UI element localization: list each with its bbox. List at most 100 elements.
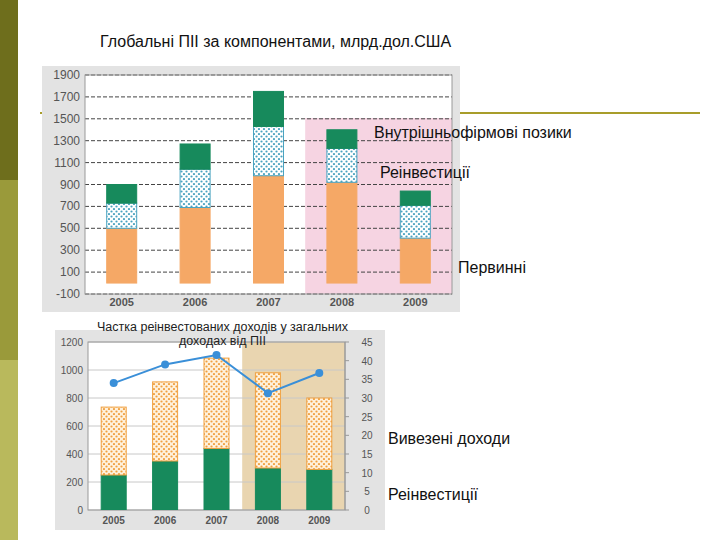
chart-frame bbox=[55, 330, 385, 530]
bar bbox=[204, 448, 229, 510]
bar bbox=[255, 468, 280, 510]
y2-tick bbox=[345, 472, 349, 473]
x-tick-label: 2006 bbox=[154, 515, 177, 526]
bar bbox=[107, 185, 137, 204]
y-tick-label: 300 bbox=[60, 243, 80, 257]
line-marker bbox=[315, 369, 323, 377]
y-tick-label: 200 bbox=[66, 477, 83, 488]
x-tick-label: 2005 bbox=[103, 515, 126, 526]
y2-tick-label: 30 bbox=[361, 393, 373, 404]
bar bbox=[327, 182, 357, 283]
y-tick-label: 100 bbox=[60, 265, 80, 279]
bar bbox=[254, 176, 284, 283]
y-tick-label: 1100 bbox=[54, 156, 80, 170]
legend-label: Реінвестиції bbox=[388, 486, 478, 503]
x-tick-label: 2009 bbox=[308, 515, 331, 526]
chart-title: Глобальні ПІІ за компонентами, млрд.дол.… bbox=[100, 33, 452, 50]
line-marker bbox=[161, 360, 169, 368]
y-tick-label: 700 bbox=[60, 199, 80, 213]
y2-tick-label: 45 bbox=[361, 337, 373, 348]
bar bbox=[107, 203, 137, 228]
y2-tick-label: 40 bbox=[361, 356, 373, 367]
bar bbox=[400, 238, 430, 283]
y2-tick bbox=[345, 435, 349, 436]
y2-tick-label: 20 bbox=[361, 430, 373, 441]
y2-tick-label: 10 bbox=[361, 468, 373, 479]
bar bbox=[254, 91, 284, 126]
y2-tick bbox=[345, 398, 349, 399]
legend-label: Первинні bbox=[458, 259, 526, 276]
bar bbox=[327, 130, 357, 149]
x-tick-label: 2005 bbox=[109, 296, 133, 308]
side-strip bbox=[0, 0, 18, 180]
y2-tick-label: 0 bbox=[364, 505, 370, 516]
y2-tick-label: 35 bbox=[361, 374, 373, 385]
x-tick-label: 2007 bbox=[256, 296, 280, 308]
y2-tick-label: 5 bbox=[364, 486, 370, 497]
x-tick-label: 2006 bbox=[183, 296, 207, 308]
y2-tick bbox=[345, 342, 349, 343]
x-tick-label: 2009 bbox=[403, 296, 427, 308]
data bbox=[101, 351, 332, 510]
bar bbox=[180, 144, 210, 169]
y2-tick bbox=[345, 379, 349, 380]
y-tick-label: 400 bbox=[66, 449, 83, 460]
side-strip bbox=[0, 180, 18, 360]
y2-tick-label: 25 bbox=[361, 412, 373, 423]
bar bbox=[107, 228, 137, 283]
bar bbox=[327, 148, 357, 182]
bar bbox=[204, 358, 229, 448]
y-tick-label: 900 bbox=[60, 178, 80, 192]
y-tick-label: 600 bbox=[66, 421, 83, 432]
bar bbox=[307, 469, 332, 510]
bar bbox=[400, 191, 430, 205]
series-title: Частка реінвестованих доходів у загальни… bbox=[95, 320, 350, 348]
line-marker bbox=[264, 389, 272, 397]
highlight bbox=[305, 118, 452, 294]
chart: 0 200 400 600 800 1000 1200 0 5 10 15 20 25 30 35 40 45 2… bbox=[55, 330, 385, 530]
legend-label: Внутрішньофірмові позики bbox=[374, 124, 572, 141]
plot-area bbox=[88, 342, 345, 510]
y-tick-label: 1700 bbox=[53, 90, 80, 104]
bar bbox=[101, 475, 126, 510]
y-tick-label: 1200 bbox=[61, 337, 84, 348]
y-tick-label: -100 bbox=[56, 287, 80, 301]
y-tick-label: 500 bbox=[60, 221, 80, 235]
y-tick-label: 1900 bbox=[53, 68, 80, 82]
line-marker bbox=[213, 351, 221, 359]
bar bbox=[180, 207, 210, 283]
plot-border bbox=[85, 75, 452, 294]
y-tick-label: 1500 bbox=[53, 112, 80, 126]
data bbox=[107, 91, 431, 283]
y-tick-label: 1000 bbox=[61, 365, 84, 376]
plot-border bbox=[88, 342, 345, 510]
line bbox=[114, 355, 320, 393]
y2-tick bbox=[345, 454, 349, 455]
y2-tick bbox=[345, 360, 349, 361]
line-marker bbox=[110, 379, 118, 387]
plot-area bbox=[85, 75, 452, 294]
legend-label: Реінвестиції bbox=[380, 164, 470, 181]
bar bbox=[101, 407, 126, 475]
x-tick-label: 2007 bbox=[205, 515, 228, 526]
bar bbox=[153, 382, 178, 461]
bar bbox=[307, 398, 332, 469]
bar bbox=[400, 205, 430, 238]
x-tick-label: 2008 bbox=[257, 515, 280, 526]
bar bbox=[153, 461, 178, 510]
stage: -100100300500700900110013001500170019002… bbox=[0, 0, 720, 540]
y2-tick bbox=[345, 491, 349, 492]
chart-frame bbox=[42, 66, 460, 312]
bar bbox=[180, 169, 210, 207]
bar bbox=[254, 126, 284, 175]
y-tick-label: 800 bbox=[66, 393, 83, 404]
chart: -100 100 300 500 700 900 1100 1300 1500 1700 1900 2… bbox=[42, 66, 460, 312]
y-tick-label: 0 bbox=[77, 505, 83, 516]
legend-label: Вивезені доходи bbox=[388, 430, 510, 447]
y2-tick bbox=[345, 416, 349, 417]
side-strip bbox=[0, 360, 18, 540]
x-tick-label: 2008 bbox=[330, 296, 354, 308]
y2-tick bbox=[345, 510, 349, 511]
y2-tick-label: 15 bbox=[361, 449, 373, 460]
y-tick-label: 1300 bbox=[53, 134, 80, 148]
